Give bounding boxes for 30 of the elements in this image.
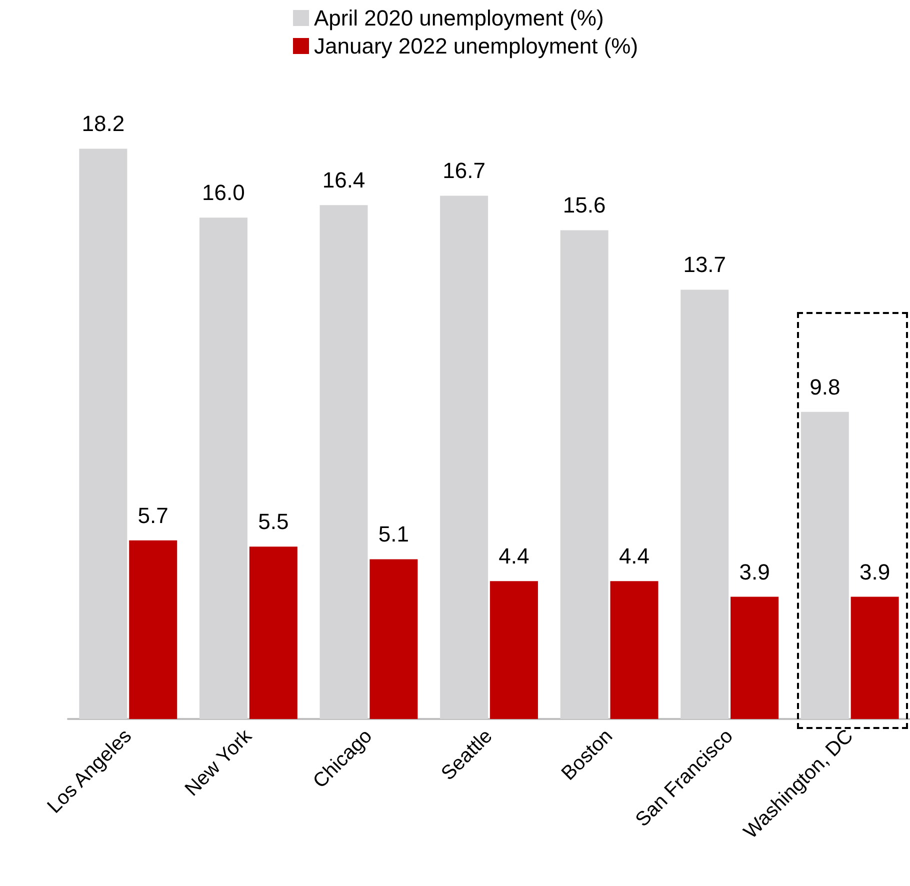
legend-label: April 2020 unemployment (%) <box>314 6 604 30</box>
data-label: 5.5 <box>258 509 289 534</box>
data-label: 4.4 <box>498 544 530 569</box>
data-label: 15.6 <box>562 192 606 218</box>
data-label: 3.9 <box>739 559 770 584</box>
bar <box>129 540 178 719</box>
bar <box>199 218 248 719</box>
bar <box>800 412 849 719</box>
bar <box>370 559 418 719</box>
bar <box>680 290 729 719</box>
bar <box>730 596 779 719</box>
data-label: 5.7 <box>138 502 168 528</box>
data-label: 16.4 <box>322 168 366 193</box>
data-label: 3.9 <box>860 559 890 584</box>
data-label: 9.8 <box>810 374 840 400</box>
legend-label: January 2022 unemployment (%) <box>314 34 638 58</box>
bar <box>610 581 658 719</box>
data-label: 4.4 <box>618 544 650 569</box>
bar <box>320 205 368 719</box>
bar <box>490 581 538 719</box>
data-label: 18.2 <box>82 111 125 136</box>
data-label: 5.1 <box>378 522 409 547</box>
data-label: 16.0 <box>202 180 245 206</box>
data-label: 13.7 <box>683 252 726 278</box>
data-label: 16.7 <box>442 158 486 184</box>
bar <box>79 148 128 719</box>
bar <box>850 596 899 719</box>
bar <box>249 546 298 719</box>
bar <box>560 230 608 719</box>
bar <box>440 196 488 719</box>
